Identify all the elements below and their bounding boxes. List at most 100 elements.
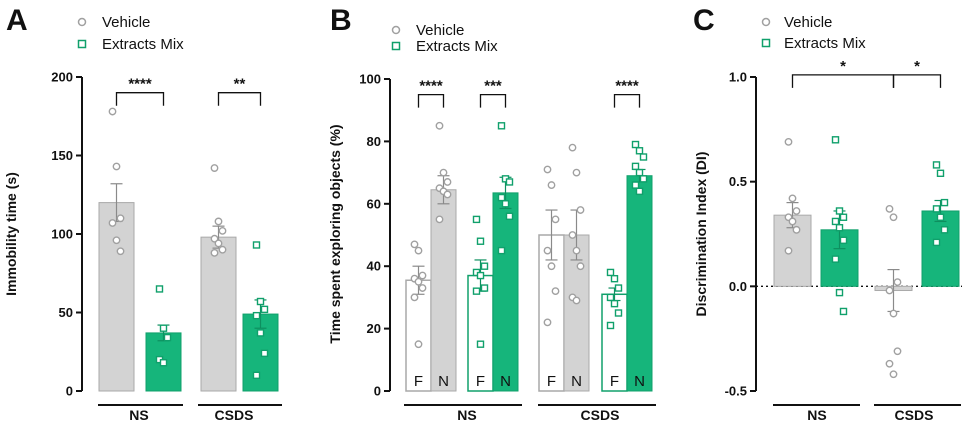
panel-b-bar-label-2: F — [476, 373, 485, 390]
panel-a-group-ns: NS — [129, 407, 148, 423]
panel-c-point-0-6 — [784, 246, 793, 255]
panel-b-point-7-2 — [639, 153, 648, 161]
panel-c-group-csds: CSDS — [895, 407, 934, 423]
panel-b-point-3-6 — [497, 246, 506, 255]
panel-b-bar-3 — [492, 192, 519, 392]
panel-b-point-2-4 — [476, 271, 485, 280]
panel-c-chart: -0.5 0.0 0.5 1.0 * * — [725, 58, 962, 406]
panel-b-point-4-0 — [543, 165, 552, 174]
panel-c-sig-bracket-1 — [892, 74, 942, 88]
panel-b-bar-label-7: N — [634, 373, 645, 390]
panel-c-point-0-1 — [788, 194, 797, 203]
panel-b-point-3-3 — [497, 193, 506, 202]
panel-b-point-0-7 — [414, 340, 423, 349]
panel-a-sig-label-1: ** — [234, 76, 246, 93]
panel-c-point-2-4 — [889, 309, 898, 318]
panel-b-point-7-1 — [635, 147, 644, 155]
panel-b-point-6-0 — [606, 268, 615, 277]
panel-c-point-3-1 — [936, 169, 945, 177]
panel-a-ytick-label-2: 100 — [51, 227, 73, 242]
panel-b-point-4-5 — [551, 287, 560, 296]
panel-b-point-0-0 — [410, 240, 419, 249]
panel-a-point-0-4 — [112, 236, 121, 245]
panel-b-legend: Vehicle Extracts Mix — [391, 22, 498, 55]
panel-c-point-2-1 — [889, 213, 898, 222]
panel-b-point-1-6 — [435, 215, 444, 224]
panel-b-point-7-0 — [631, 140, 640, 149]
panel-b-point-1-2 — [443, 178, 452, 186]
panel-c-bar-3 — [921, 210, 960, 287]
panel-c-point-2-6 — [885, 359, 894, 368]
legend-c-extracts-marker — [761, 38, 771, 48]
panel-a-point-0-3 — [108, 219, 117, 227]
panel-a-point-3-3 — [252, 311, 261, 320]
panel-a-point-3-2 — [260, 305, 269, 314]
panel-a-point-3-0 — [252, 241, 261, 249]
panel-c-point-3-4 — [936, 213, 945, 221]
panel-c-point-3-0 — [932, 161, 941, 169]
panel-c-point-1-5 — [839, 236, 848, 244]
panel-a-ytick-label-4: 200 — [51, 70, 73, 85]
panel-c-point-1-1 — [835, 207, 844, 215]
panel-a-point-2-1 — [214, 217, 223, 226]
panel-b-ytick-label-3: 60 — [367, 196, 381, 211]
panel-c-point-1-3 — [831, 217, 840, 226]
panel-c-ytick-label-1: 0.0 — [729, 279, 747, 294]
panel-a-point-3-6 — [252, 371, 261, 379]
legend-a-extracts-marker — [77, 39, 87, 49]
panel-b-ytick-label-1: 20 — [367, 321, 381, 336]
panel-b-point-6-4 — [610, 299, 619, 308]
panel-c-sig-bracket-0 — [791, 74, 895, 88]
panel-b-point-3-5 — [505, 212, 514, 220]
panel-b-point-1-1 — [439, 168, 448, 177]
panel-b-point-0-1 — [414, 246, 423, 255]
panel-b-point-2-6 — [472, 287, 481, 295]
panel-c-point-3-3 — [932, 205, 941, 213]
panel-b-ytick-label-4: 80 — [367, 134, 381, 149]
panel-a-point-2-5 — [218, 245, 227, 254]
panel-c-point-1-4 — [835, 224, 844, 232]
panel-a-point-1-0 — [155, 285, 164, 293]
panel-b-point-2-1 — [476, 237, 485, 245]
legend-b-vehicle-marker — [391, 25, 401, 35]
panel-a-point-0-2 — [116, 214, 125, 223]
panel-b-point-0-5 — [418, 284, 427, 292]
panel-b-ylabel: Time spent exploring objects (%) — [327, 124, 343, 343]
panel-b-point-3-0 — [497, 122, 506, 130]
panel-b-point-4-4 — [547, 262, 556, 271]
panel-c-point-1-6 — [831, 255, 840, 263]
panel-b-point-5-2 — [576, 206, 585, 214]
panel-a-sig-bracket-1 — [217, 92, 262, 106]
legend-a-extracts-label: Extracts Mix — [102, 36, 184, 53]
panel-b-point-6-2 — [614, 284, 623, 292]
panel-c-point-1-7 — [835, 288, 844, 297]
panel-b-bar-label-5: N — [571, 373, 582, 390]
panel-a-ytick-label-1: 50 — [59, 305, 73, 320]
panel-c-point-2-2 — [893, 278, 902, 287]
legend-b-vehicle-label: Vehicle — [416, 22, 464, 39]
panel-a-point-0-1 — [112, 162, 121, 171]
panel-c-ytick-label-2: 0.5 — [729, 174, 747, 189]
panel-b-point-5-7 — [572, 296, 581, 305]
panel-b-point-4-6 — [543, 318, 552, 327]
legend-a-vehicle-marker — [77, 17, 87, 27]
panel-c-point-0-4 — [788, 217, 797, 226]
panel-b-point-4-2 — [551, 215, 560, 224]
panel-b-bar-1 — [430, 189, 457, 392]
panel-a-point-1-1 — [159, 324, 168, 332]
panel-c-point-1-8 — [839, 307, 848, 316]
panel-b-ytick-label-5: 100 — [359, 72, 381, 87]
panel-b-point-2-5 — [480, 284, 489, 292]
panel-b-point-7-4 — [635, 168, 644, 177]
panel-b-point-1-0 — [435, 121, 444, 130]
panel-c-point-0-0 — [784, 137, 793, 146]
panel-b-point-3-4 — [501, 200, 510, 208]
panel-a-point-0-5 — [116, 247, 125, 256]
panel-c-sig-label-0: * — [840, 58, 846, 75]
panel-a-letter: A — [6, 4, 28, 37]
legend-b-extracts-marker — [391, 41, 401, 51]
panel-b-group-csds: CSDS — [581, 407, 620, 423]
panel-b-point-6-1 — [610, 274, 619, 283]
